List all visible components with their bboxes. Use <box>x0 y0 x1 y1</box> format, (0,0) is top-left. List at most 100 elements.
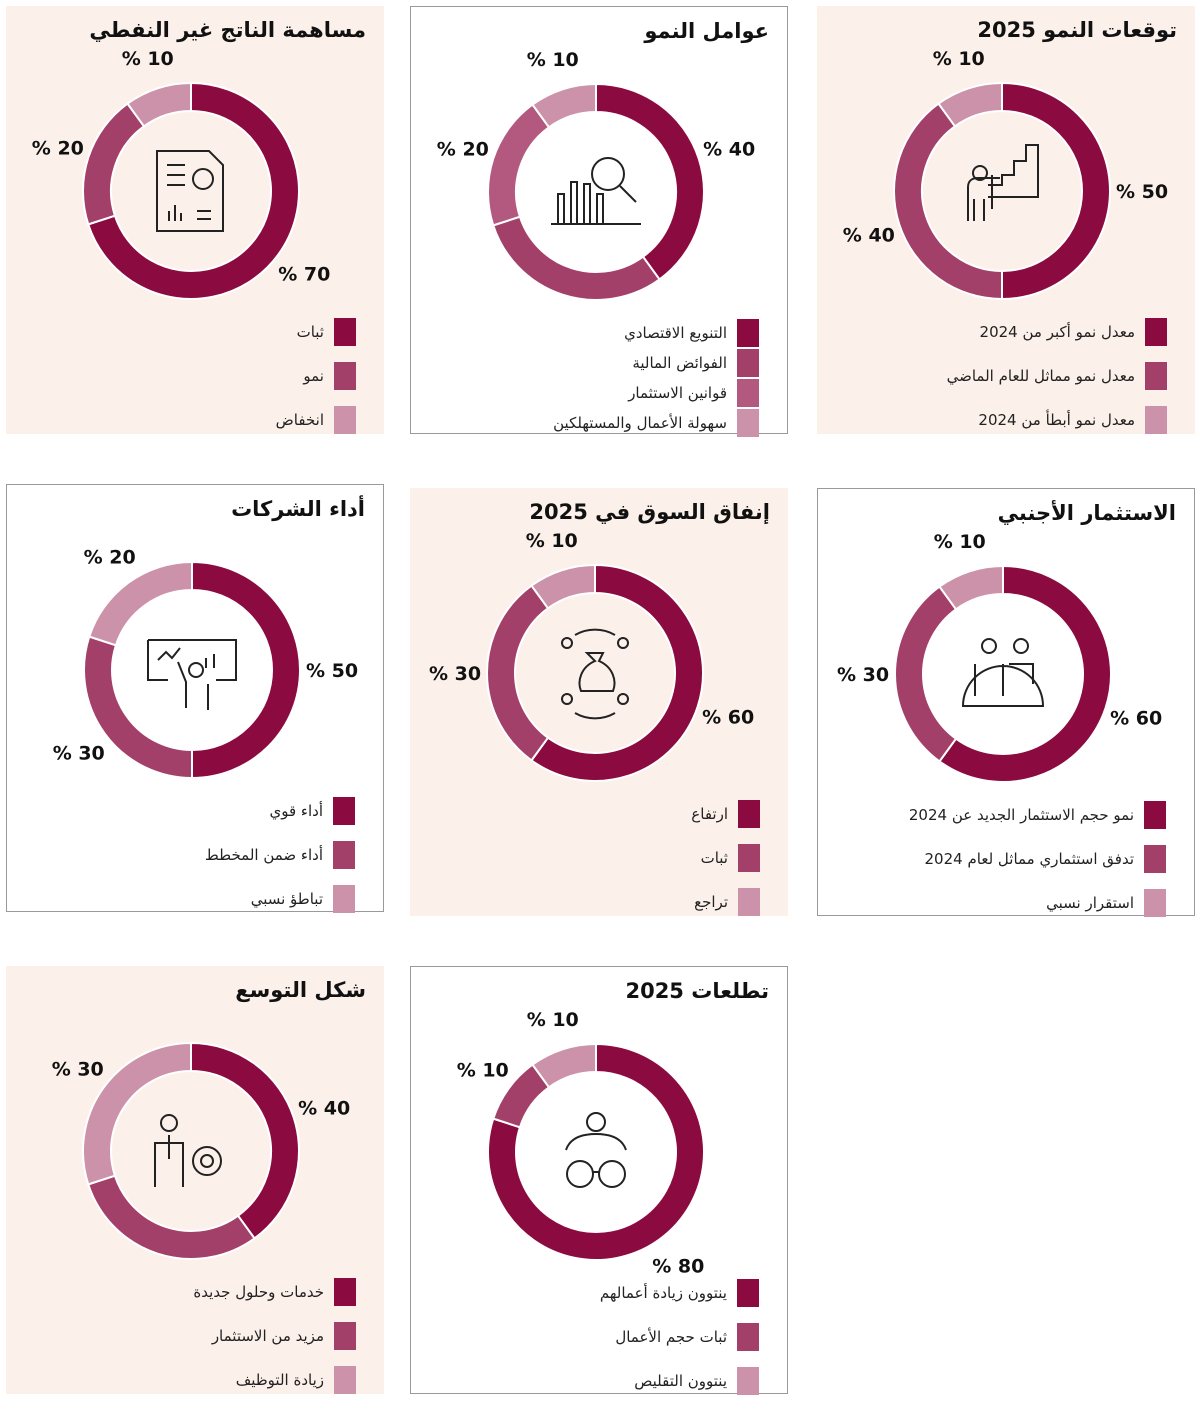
donut-slice <box>82 102 146 226</box>
report-document-icon <box>156 150 224 232</box>
legend-item: معدل نمو أكبر من 2024 <box>947 318 1167 346</box>
donut-slice <box>531 1042 597 1089</box>
percent-label: % 10 <box>527 49 579 71</box>
panel-market-spending: إنفاق السوق في 2025 % 60 % 30 % 10 ارتفاع ثبا… <box>410 488 788 916</box>
legend-label: سهولة الأعمال والمستهلكين <box>553 414 727 432</box>
legend-swatch <box>1145 362 1167 390</box>
percent-label: % 30 <box>837 664 889 686</box>
legend-item: ثبات حجم الأعمال <box>600 1323 759 1351</box>
panel-growth-factors: عوامل النمو % 40 % 30 % 20 % 10 التنويع الاقت… <box>410 6 788 437</box>
presenter-bar-chart-icon <box>967 144 1039 221</box>
legend-label: ثبات حجم الأعمال <box>615 1328 727 1346</box>
chart-legend: معدل نمو أكبر من 2024 معدل نمو مماثل للعا… <box>947 318 1167 450</box>
donut-slice <box>492 215 661 301</box>
chart-legend: خدمات وحلول جديدة مزيد من الاستثمار زيادة … <box>193 1278 356 1410</box>
legend-swatch <box>737 379 759 407</box>
percent-label: % 20 <box>32 138 84 160</box>
legend-swatch <box>738 800 760 828</box>
people-globe-icon <box>961 638 1045 707</box>
percent-label: % 20 <box>437 139 489 161</box>
legend-label: نمو حجم الاستثمار الجديد عن 2024 <box>908 806 1134 824</box>
donut-slice <box>487 1042 705 1261</box>
chart-title: عوامل النمو <box>644 19 769 43</box>
donut-chart: % 50 % 30 % 20 <box>53 547 358 780</box>
legend-item: التنويع الاقتصادي <box>553 319 759 347</box>
percent-label: % 10 <box>527 1009 579 1031</box>
donut-slice <box>894 585 958 763</box>
donut-slice <box>87 1174 256 1260</box>
legend-swatch <box>334 362 356 390</box>
legend-label: معدل نمو مماثل للعام الماضي <box>946 367 1135 385</box>
percent-label: % 20 <box>84 547 136 569</box>
percent-label: % 40 <box>298 1098 350 1120</box>
legend-item: نمو حجم الاستثمار الجديد عن 2024 <box>909 801 1166 829</box>
legend-item: قوانين الاستثمار <box>553 379 759 407</box>
donut-slice <box>530 563 704 782</box>
donut-slice <box>486 584 550 762</box>
donut-slice <box>88 560 193 647</box>
donut-slice <box>191 560 301 780</box>
percent-label: % 40 <box>843 224 895 246</box>
bar-chart-magnifier-icon <box>551 157 641 225</box>
donut-chart: % 40 % 30 % 30 <box>52 1041 350 1276</box>
percent-label: % 10 <box>457 1060 509 1082</box>
legend-label: تدفق استثماري مماثل لعام 2024 <box>924 850 1134 868</box>
percent-label: % 60 <box>702 706 754 728</box>
donut-slice <box>937 81 1003 128</box>
percent-label: % 50 <box>1116 181 1168 203</box>
panel-foreign-investment: الاستثمار الأجنبي % 60 % 30 % 10 نمو حجم الا… <box>817 488 1195 917</box>
legend-label: نمو <box>303 367 324 385</box>
legend-swatch <box>1144 801 1166 829</box>
donut-slice <box>595 82 705 281</box>
percent-label: % 30 <box>122 1274 174 1276</box>
legend-swatch <box>1145 318 1167 346</box>
donut-slice <box>126 81 192 128</box>
percent-label: % 70 <box>278 263 330 285</box>
legend-swatch <box>1144 889 1166 917</box>
chart-title: تطلعات 2025 <box>625 979 769 1003</box>
legend-swatch <box>737 1279 759 1307</box>
donut-slice <box>531 82 597 129</box>
legend-label: أداء قوي <box>269 802 324 820</box>
legend-swatch <box>333 841 355 869</box>
legend-item: استقرار نسبي <box>909 889 1166 917</box>
legend-swatch <box>334 1366 356 1394</box>
legend-item: أداء ضمن المخطط <box>205 841 355 869</box>
chart-title: مساهمة الناتج غير النفطي <box>89 18 366 42</box>
legend-label: معدل نمو أكبر من 2024 <box>979 323 1135 341</box>
legend-swatch <box>737 319 759 347</box>
legend-item: ثبات <box>691 844 760 872</box>
legend-swatch <box>738 844 760 872</box>
chart-legend: نمو حجم الاستثمار الجديد عن 2024 تدفق است… <box>909 801 1166 933</box>
legend-label: ارتفاع <box>691 805 728 823</box>
chart-title: الاستثمار الأجنبي <box>997 501 1176 525</box>
donut-slice <box>487 103 551 227</box>
legend-swatch <box>334 1322 356 1350</box>
donut-chart: % 70 % 20 % 10 <box>32 48 330 300</box>
legend-label: ينتوون التقليص <box>634 1372 727 1390</box>
chart-legend: ارتفاع ثبات تراجع <box>691 800 760 932</box>
percent-label: % 30 <box>429 663 481 685</box>
legend-label: استقرار نسبي <box>1046 894 1134 912</box>
legend-swatch <box>333 797 355 825</box>
percent-label: % 60 <box>1110 707 1162 729</box>
chart-title: إنفاق السوق في 2025 <box>529 500 770 524</box>
legend-swatch <box>1144 845 1166 873</box>
legend-label: أداء ضمن المخطط <box>204 846 323 864</box>
legend-item: الفوائض المالية <box>553 349 759 377</box>
legend-item: معدل نمو مماثل للعام الماضي <box>947 362 1167 390</box>
legend-item: سهولة الأعمال والمستهلكين <box>553 409 759 437</box>
donut-slice <box>530 563 596 610</box>
legend-item: ثبات <box>276 318 356 346</box>
legend-item: تدفق استثماري مماثل لعام 2024 <box>909 845 1166 873</box>
chart-legend: ثبات نمو انخفاض <box>276 318 356 450</box>
legend-swatch <box>737 1323 759 1351</box>
legend-swatch <box>334 406 356 434</box>
donut-slice <box>82 1041 192 1186</box>
legend-label: ثبات <box>700 849 728 867</box>
legend-item: ارتفاع <box>691 800 760 828</box>
legend-swatch <box>737 1367 759 1395</box>
chart-title: شكل التوسع <box>235 978 366 1002</box>
legend-swatch <box>1145 406 1167 434</box>
percent-label: % 10 <box>526 530 578 552</box>
